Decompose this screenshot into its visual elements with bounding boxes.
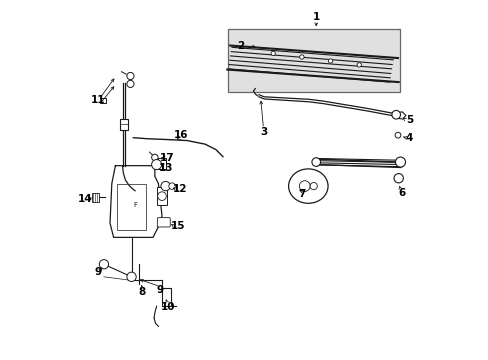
Bar	[228, 30, 400, 92]
Circle shape	[270, 51, 275, 55]
Circle shape	[126, 72, 134, 80]
Text: 2: 2	[237, 41, 244, 50]
Text: 3: 3	[259, 127, 266, 136]
Text: F: F	[133, 202, 137, 208]
Text: 17: 17	[160, 153, 174, 163]
Text: 9: 9	[95, 267, 102, 277]
Circle shape	[299, 181, 309, 192]
Text: 5: 5	[405, 115, 412, 125]
Circle shape	[356, 63, 361, 67]
Circle shape	[99, 260, 108, 269]
Circle shape	[126, 272, 136, 282]
Circle shape	[309, 183, 317, 190]
Text: 1: 1	[312, 12, 319, 22]
Text: 15: 15	[171, 221, 185, 231]
Circle shape	[151, 159, 162, 170]
Circle shape	[395, 157, 405, 167]
Text: 16: 16	[173, 130, 187, 140]
Circle shape	[158, 192, 166, 201]
Text: 8: 8	[139, 287, 145, 297]
Circle shape	[299, 55, 304, 59]
Text: 7: 7	[298, 189, 305, 199]
Text: 9: 9	[156, 285, 163, 295]
Circle shape	[394, 132, 400, 138]
Bar	[158, 158, 165, 169]
Bar	[120, 119, 128, 130]
Circle shape	[151, 154, 158, 161]
Text: 14: 14	[78, 194, 92, 204]
Text: 11: 11	[91, 95, 105, 105]
Bar	[156, 187, 167, 205]
Text: 12: 12	[172, 184, 187, 194]
Text: 6: 6	[397, 188, 405, 198]
Circle shape	[391, 111, 400, 119]
Text: 13: 13	[159, 163, 173, 173]
Circle shape	[311, 158, 320, 166]
Text: 10: 10	[161, 302, 175, 312]
Text: 4: 4	[405, 133, 412, 143]
Ellipse shape	[288, 169, 327, 203]
Circle shape	[161, 181, 170, 191]
Circle shape	[168, 183, 175, 189]
FancyBboxPatch shape	[157, 218, 170, 227]
Circle shape	[328, 59, 332, 63]
Circle shape	[126, 80, 134, 87]
Circle shape	[393, 174, 403, 183]
Bar	[92, 193, 99, 202]
Bar	[117, 184, 145, 230]
